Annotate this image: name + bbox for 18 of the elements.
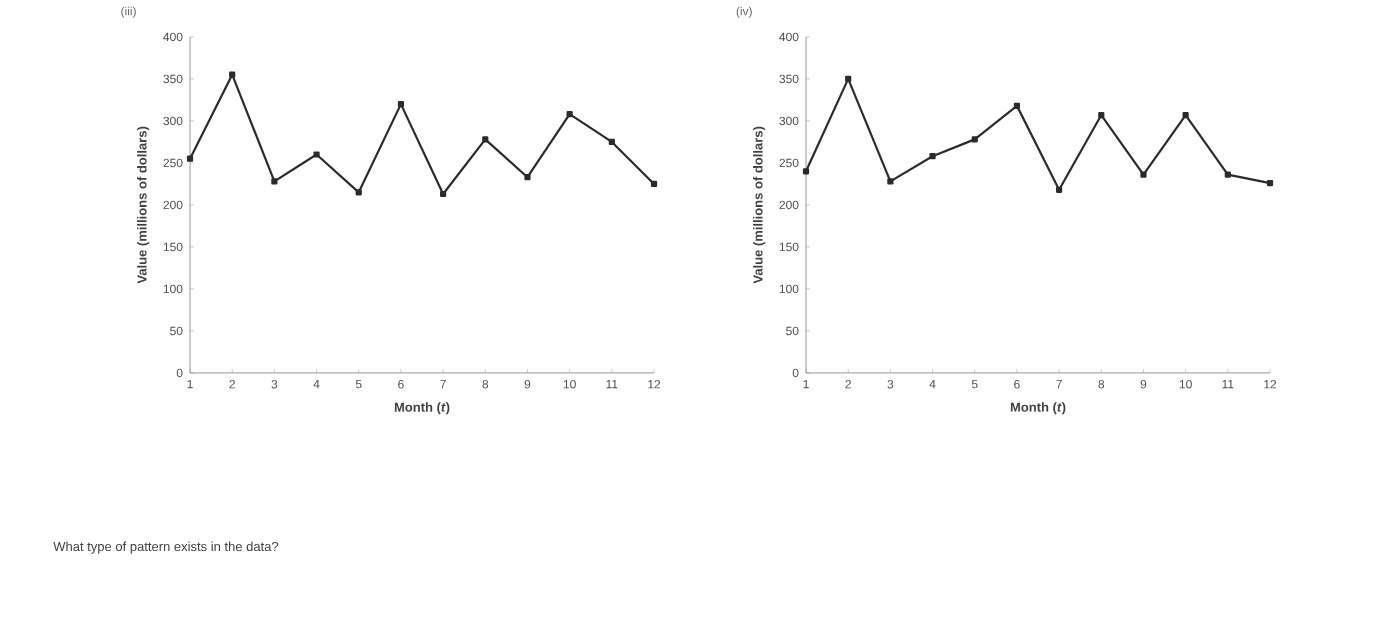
point (608, 138, 615, 145)
point (440, 190, 447, 197)
point (650, 180, 658, 187)
point (313, 150, 320, 158)
point (355, 188, 362, 195)
point (524, 173, 531, 180)
point (1098, 111, 1105, 118)
point (929, 152, 936, 159)
point (802, 167, 810, 174)
point (1013, 102, 1021, 109)
point (1182, 111, 1189, 118)
point (186, 155, 194, 162)
point (397, 100, 405, 107)
point (845, 75, 852, 82)
point (1266, 179, 1274, 186)
point (1056, 186, 1063, 193)
point (229, 71, 236, 78)
point (566, 110, 573, 117)
